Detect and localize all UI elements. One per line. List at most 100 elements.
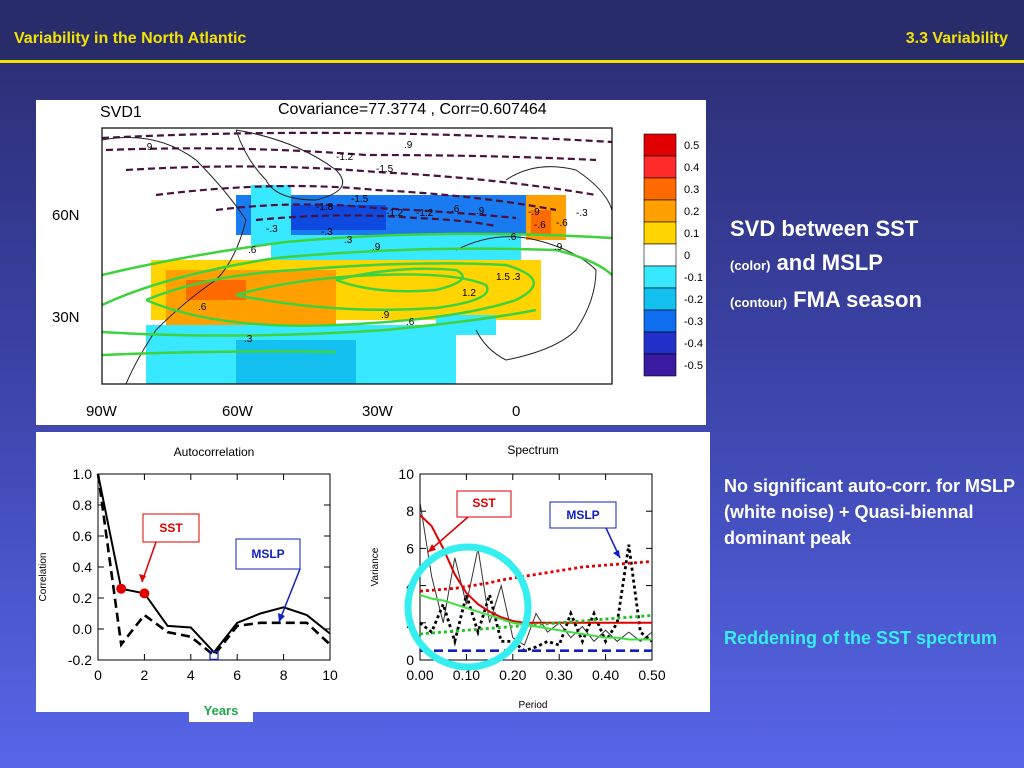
years-label: Years	[189, 700, 253, 722]
mslp-annotation-arrow	[278, 568, 301, 623]
svd-line1: SVD between SST	[730, 216, 919, 241]
series-line	[419, 560, 653, 593]
colorbar-label: 0	[684, 250, 690, 262]
lon-label-90w: 90W	[86, 403, 118, 420]
contour-label: .9	[144, 142, 153, 153]
map-frame	[101, 127, 613, 385]
sst-annotation-arrow	[141, 541, 157, 583]
contour-label: -1.2	[386, 208, 404, 219]
contour-label: -.3	[576, 208, 588, 219]
spectrum-chart: Spectrum Variance Period 0.00 0.10 0.20 0.3…	[370, 443, 666, 711]
spectrum-sst-box	[456, 490, 512, 518]
spectrum-sst-arrowhead	[428, 544, 436, 552]
colorbar-label: -0.2	[684, 294, 703, 306]
colorbar-swatch	[643, 243, 677, 267]
x-tick-label: 2	[141, 667, 149, 683]
x-tick-label: 0.10	[453, 667, 480, 683]
x-tick-label: 8	[280, 667, 288, 683]
y-tick-label: 0.4	[73, 559, 93, 575]
autocorrelation-ylabel: Correlation	[38, 553, 49, 602]
autocorrelation-chart: Autocorrelation Correlation 0 2 4 6 8 10-0.20…	[38, 445, 338, 683]
x-tick-label: 4	[187, 667, 195, 683]
series-line	[96, 473, 331, 658]
contour-label: -1.5	[351, 194, 369, 205]
colorbar-swatch	[643, 287, 677, 311]
contour-label: .9	[381, 310, 390, 321]
lon-label-30w: 30W	[362, 403, 394, 420]
mslp-arrowhead	[278, 613, 285, 622]
colorbar-label: -0.1	[684, 272, 703, 284]
autocorrelation-series	[96, 473, 331, 660]
contour-label: .6	[198, 302, 207, 313]
contour-label: .9	[476, 206, 485, 217]
series-marker	[116, 583, 127, 594]
series-marker	[139, 588, 150, 599]
series-line	[97, 473, 331, 654]
autocorrelation-title: Autocorrelation	[174, 445, 255, 459]
spectrum-series	[419, 501, 653, 653]
colorbar-label: 0.3	[684, 184, 699, 196]
contour-label: -.3	[266, 224, 278, 235]
contour-label: .6	[406, 317, 415, 328]
spectrum-mslp-arrowhead	[613, 550, 620, 558]
lower-charts-panel: Autocorrelation Correlation 0 2 4 6 8 10 -0.2 0…	[36, 432, 710, 712]
spectrum-sst-text: SST	[472, 496, 496, 510]
highlight-circle	[404, 543, 532, 671]
x-tick-label: 0.00	[406, 667, 433, 683]
y-tick-label: -0.2	[68, 652, 92, 668]
noauto-description: No significant auto-corr. for MSLP (whit…	[724, 476, 1015, 548]
series-line	[419, 613, 653, 636]
x-tick-label: 10	[322, 667, 338, 683]
contour-label: -1.2	[336, 152, 354, 163]
colorbar-swatch	[643, 331, 677, 355]
colorbar-swatch	[643, 177, 677, 201]
series-line	[419, 593, 652, 641]
x-tick-label: 0	[94, 667, 102, 683]
colorbar-swatch	[643, 309, 677, 333]
contour-label: -1.8	[316, 202, 334, 213]
sst-annotation-text: SST	[159, 521, 183, 535]
autocorrelation-ticks: 0 2 4 6 8 10 -0.2 0.0 0.2 0.4 0.6 0.8 1.0	[68, 466, 338, 683]
colorbar-label: 0.2	[684, 206, 699, 218]
svd-season: FMA season	[787, 287, 922, 312]
map-plot-area: .9 -1.2 -1.5 .9 -1.2 -1.8 -1.5 -1.2 .9 .6 -.9 -.6 -.…	[102, 129, 612, 384]
y-tick-label: 8	[406, 503, 414, 519]
contour-label: -.3	[321, 227, 333, 238]
colorbar-label: 0.5	[684, 140, 699, 152]
x-tick-label: 0.20	[499, 667, 526, 683]
contour-label: .3	[512, 272, 521, 283]
spectrum-ylabel: Variance	[370, 547, 381, 586]
x-tick-label: 0.30	[546, 667, 573, 683]
lat-label-30n: 30N	[52, 309, 80, 326]
spectrum-mslp-box	[549, 501, 617, 529]
contour-label: 1.2	[462, 288, 476, 299]
slide-header: Variability in the North Atlantic 3.3 Va…	[0, 0, 1024, 63]
svd-and: and MSLP	[770, 250, 883, 275]
mslp-negative-contours	[102, 131, 612, 228]
map-stats: Covariance=77.3774 , Corr=0.607464	[278, 101, 547, 118]
contour-label: -.6	[534, 220, 546, 231]
series-line	[419, 514, 652, 624]
colorbar-label: -0.4	[684, 338, 703, 350]
contour-label: .3	[244, 334, 253, 345]
colorbar-swatch	[643, 265, 677, 289]
y-tick-label: 0	[406, 652, 414, 668]
y-tick-label: 10	[398, 466, 414, 482]
spectrum-mslp-text: MSLP	[566, 508, 599, 522]
colorbar: 0.5 0.4 0.3 0.2 0.1 0 -0.1 -0.2 -0.3 -0.4 -0.5	[643, 133, 703, 377]
contour-label: .9	[404, 140, 413, 151]
sst-annotation-box	[142, 513, 200, 543]
mslp-positive-contours	[102, 232, 612, 357]
y-tick-label: 6	[406, 540, 414, 556]
y-tick-label: 1.0	[73, 466, 93, 482]
svd-map-panel: SVD1 Covariance=77.3774 , Corr=0.607464	[36, 100, 706, 425]
contour-label: .9	[554, 242, 563, 253]
x-tick-label: 0.40	[592, 667, 619, 683]
series-line	[419, 544, 653, 653]
slide-title: Variability in the North Atlantic	[14, 30, 247, 47]
y-tick-label: 0.2	[73, 590, 93, 606]
svd-color-note: (color)	[730, 258, 771, 273]
svd-map: SVD1 Covariance=77.3774 , Corr=0.607464	[52, 101, 703, 420]
map-label: SVD1	[100, 104, 142, 121]
contour-labels: .9 -1.2 -1.5 .9 -1.2 -1.8 -1.5 -1.2 .9 .6 -.9 -.6 -.…	[144, 140, 588, 345]
